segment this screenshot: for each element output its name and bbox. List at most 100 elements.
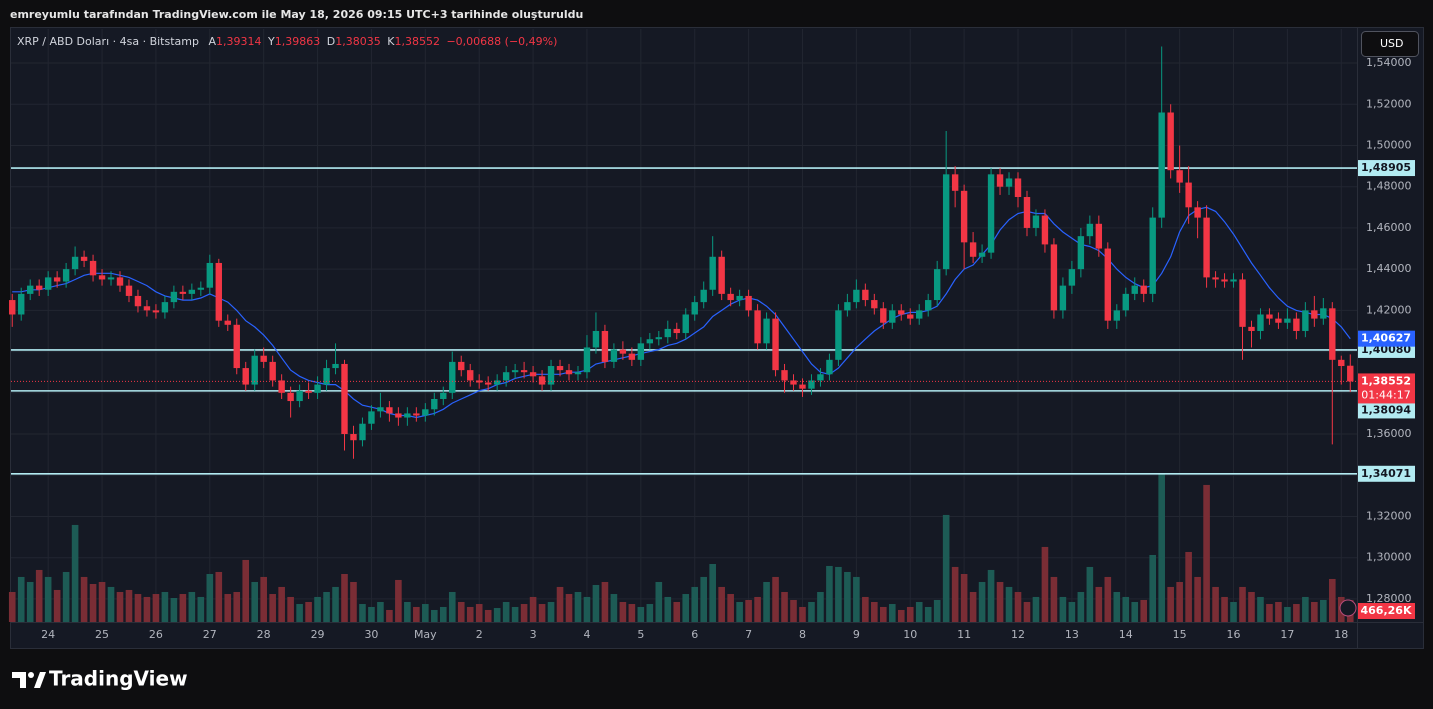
volume-bar (978, 581, 986, 622)
volume-bar (969, 591, 977, 622)
volume-bar (197, 596, 205, 622)
volume-bar (287, 596, 294, 622)
candle-body (278, 380, 285, 393)
candle-body (1194, 207, 1201, 218)
close-value: 1,38552 (394, 35, 440, 48)
candle-body (251, 355, 258, 385)
candle-body (700, 289, 707, 303)
volume-bar (466, 606, 474, 622)
volume-bar (1230, 601, 1237, 622)
brand-logo (12, 672, 46, 688)
candle-body (296, 390, 303, 402)
candle-body (1077, 236, 1085, 270)
volume-bar (251, 581, 259, 622)
volume-bar (314, 596, 321, 622)
volume-bar (565, 594, 573, 622)
volume-bar (1104, 576, 1112, 622)
volume-bar (1248, 591, 1255, 622)
volume-bar (170, 597, 178, 622)
candle-body (637, 343, 645, 360)
candle-body (440, 392, 447, 399)
volume-bar (888, 604, 896, 622)
candle-body (925, 300, 932, 311)
volume-bar (574, 591, 582, 622)
logo-bar (12, 672, 26, 688)
volume-bar (1212, 586, 1219, 622)
candle-body (529, 372, 537, 377)
candle-body (1293, 318, 1300, 331)
x-tick-label: 29 (311, 628, 325, 641)
volume-bar (188, 591, 196, 622)
candle-body (341, 363, 348, 435)
volume-bar (610, 594, 618, 622)
volume-bar (826, 565, 833, 622)
candle-body (413, 413, 420, 416)
candle-body (538, 376, 546, 385)
candle-body (880, 308, 887, 323)
volume-bar (422, 604, 429, 622)
candle-body (197, 287, 205, 290)
candle-body (1131, 285, 1138, 294)
volume-bar (673, 601, 681, 622)
candle-body (853, 289, 860, 303)
x-tick-label: 28 (257, 628, 271, 641)
currency-label[interactable]: USD (1380, 37, 1404, 50)
candle-body (18, 293, 25, 315)
volume-bar (152, 594, 160, 622)
candle-body (368, 411, 375, 424)
candle-body (404, 413, 411, 418)
volume-bar (493, 608, 501, 622)
candle-body (871, 300, 878, 309)
x-tick-label: 14 (1119, 628, 1133, 641)
candle-body (395, 413, 402, 418)
countdown: 01:44:17 (1361, 388, 1410, 401)
candle-body (206, 262, 214, 288)
candle-body (1158, 112, 1165, 218)
candle-body (242, 368, 249, 385)
x-tick-label: 4 (583, 628, 590, 641)
volume-bar (233, 591, 241, 622)
candle-body (736, 295, 743, 301)
y-tick-label: 1,52000 (1366, 97, 1412, 110)
x-tick-label: 8 (799, 628, 806, 641)
x-tick-label: 27 (203, 628, 217, 641)
level-label-box (1358, 160, 1415, 177)
volume-bar (592, 584, 600, 622)
volume-bar (601, 581, 609, 622)
y-tick-label: 1,32000 (1366, 509, 1412, 522)
volume-bar (1311, 601, 1318, 622)
volume-bar (511, 606, 519, 622)
volume-bar (269, 594, 276, 622)
candle-body (1212, 277, 1219, 280)
candle-body (978, 252, 986, 257)
y-tick-label: 1,28000 (1366, 592, 1412, 605)
candle-body (170, 291, 178, 303)
volume-bar (933, 599, 941, 622)
ma-label: 1,40627 (1361, 332, 1411, 345)
volume-bar (431, 609, 438, 622)
candle-body (1266, 314, 1273, 319)
volume-bar (763, 581, 770, 622)
volume-bar (368, 606, 375, 622)
volume-bar (646, 604, 654, 622)
volume-bar (1167, 586, 1174, 622)
candle-body (781, 370, 788, 381)
level-label-box (1358, 465, 1415, 482)
volume-bar (143, 596, 151, 622)
volume-bar (1329, 578, 1336, 622)
candle-body (161, 302, 169, 313)
candle-body (377, 407, 384, 412)
candle-body (502, 372, 510, 381)
volume-bar (700, 576, 708, 622)
candle-body (691, 302, 698, 315)
y-tick-label: 1,44000 (1366, 262, 1412, 275)
currency-button[interactable] (1361, 31, 1419, 57)
volume-bar (377, 601, 384, 622)
volume-bar (1077, 591, 1085, 622)
volume-bar (727, 594, 734, 622)
candle-body (790, 380, 797, 385)
change: −0,00688 (−0,49%) (446, 35, 557, 48)
volume-bar (1203, 484, 1210, 622)
volume-bar (538, 604, 546, 622)
volume-bar (1176, 581, 1183, 622)
